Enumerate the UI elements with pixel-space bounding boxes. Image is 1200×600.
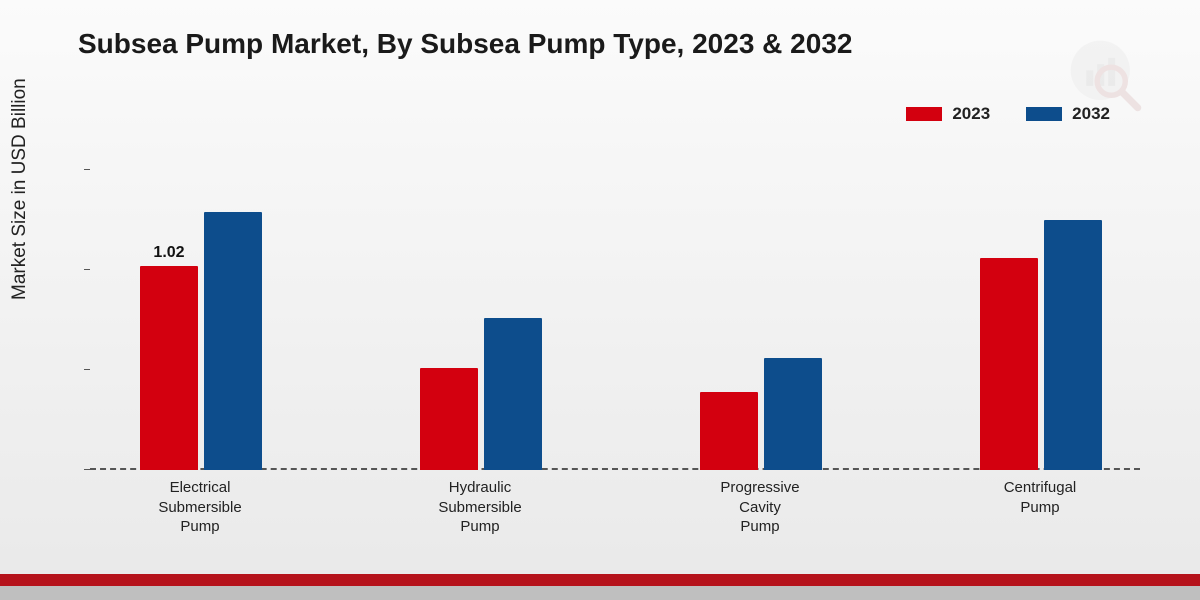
y-tick — [84, 269, 90, 270]
bar-2032 — [484, 318, 542, 470]
x-axis-category-label: HydraulicSubmersiblePump — [400, 478, 560, 537]
legend-label: 2032 — [1072, 104, 1110, 124]
legend-label: 2023 — [952, 104, 990, 124]
chart-title: Subsea Pump Market, By Subsea Pump Type,… — [78, 28, 852, 60]
x-axis-category-label: ElectricalSubmersiblePump — [120, 478, 280, 537]
footer-bar-gray — [0, 586, 1200, 600]
y-tick — [84, 369, 90, 370]
watermark-logo — [1066, 36, 1144, 114]
x-axis-category-label: ProgressiveCavityPump — [680, 478, 840, 537]
x-axis-category-label: CentrifugalPump — [960, 478, 1120, 517]
bar-2032 — [764, 358, 822, 470]
footer-bar-red — [0, 574, 1200, 586]
x-axis-labels: ElectricalSubmersiblePump HydraulicSubmer… — [90, 470, 1140, 550]
bar-group — [700, 358, 860, 470]
legend-swatch — [1026, 107, 1062, 121]
bar-2023 — [700, 392, 758, 470]
bar-2023 — [420, 368, 478, 470]
bar-group: 1.02 — [140, 212, 300, 470]
bar-group — [420, 318, 580, 470]
legend-swatch — [906, 107, 942, 121]
y-axis-label: Market Size in USD Billion — [9, 78, 31, 300]
bar-2023: 1.02 — [140, 266, 198, 470]
bar-value-label: 1.02 — [140, 244, 198, 262]
plot-area: 1.02 — [90, 150, 1140, 470]
page-root: Subsea Pump Market, By Subsea Pump Type,… — [0, 0, 1200, 600]
bar-2032 — [204, 212, 262, 470]
bar-group — [980, 220, 1140, 470]
bar-2032 — [1044, 220, 1102, 470]
legend: 2023 2032 — [906, 104, 1110, 124]
legend-item-2023: 2023 — [906, 104, 990, 124]
y-tick — [84, 169, 90, 170]
bar-2023 — [980, 258, 1038, 470]
legend-item-2032: 2032 — [1026, 104, 1110, 124]
